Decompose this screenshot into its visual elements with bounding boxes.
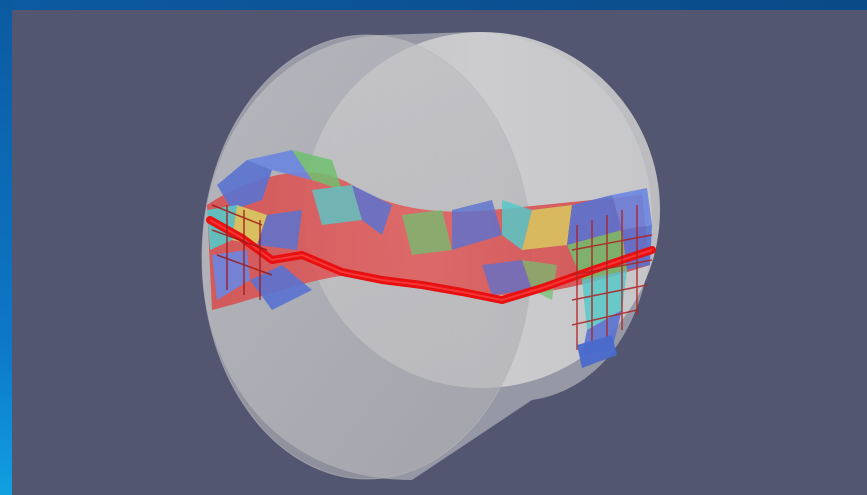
window-left-border [0, 0, 12, 495]
right-end-grid [571, 205, 653, 350]
left-end-grid [211, 204, 273, 300]
blue-base-block [577, 335, 617, 368]
render-viewport[interactable] [12, 10, 867, 495]
window-top-border [0, 0, 867, 10]
scene-svg [201, 32, 660, 480]
